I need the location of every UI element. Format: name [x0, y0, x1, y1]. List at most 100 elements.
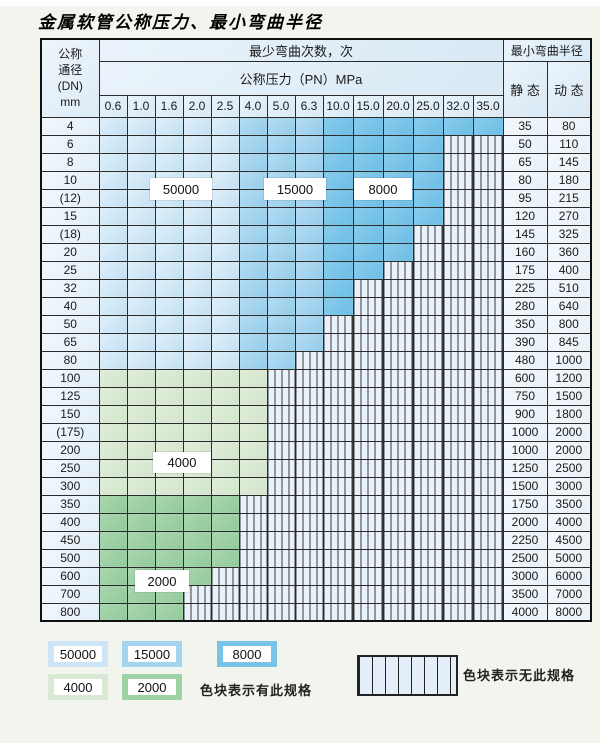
spec-cell-unavailable — [352, 584, 384, 604]
spec-cell-available — [98, 422, 128, 442]
spec-cell-unavailable — [382, 314, 414, 334]
spec-cell-unavailable — [472, 512, 504, 532]
spec-cell-available — [294, 260, 324, 280]
dn-label: 200 — [40, 440, 100, 460]
dynamic-radius-value: 400 — [546, 260, 592, 280]
spec-cell-available — [210, 440, 240, 460]
spec-cell-available — [126, 206, 156, 226]
spec-cell-available — [322, 278, 354, 298]
cycles-label-15000: 15000 — [264, 178, 326, 200]
pressure-col-25.0: 25.0 — [412, 94, 444, 118]
spec-cell-available — [182, 206, 212, 226]
dynamic-radius-value: 6000 — [546, 566, 592, 586]
spec-cell-available — [412, 116, 444, 136]
spec-cell-unavailable — [294, 422, 324, 442]
spec-cell-available — [238, 332, 268, 352]
spec-cell-available — [238, 116, 268, 136]
spec-cell-available — [352, 206, 384, 226]
spec-cell-unavailable — [210, 584, 240, 604]
table-row-dn-15: 15 120 270 — [40, 206, 592, 226]
spec-cell-available — [154, 476, 184, 496]
spec-cell-unavailable — [238, 494, 268, 514]
dn-label: 25 — [40, 260, 100, 280]
spec-cell-available — [238, 170, 268, 190]
spec-cell-available — [126, 404, 156, 424]
spec-cell-unavailable — [182, 584, 212, 604]
legend-has-spec-text: 色块表示有此规格 — [200, 683, 313, 698]
spec-cell-unavailable — [266, 476, 296, 496]
spec-cell-available — [182, 404, 212, 424]
spec-cell-available — [126, 602, 156, 622]
spec-cell-unavailable — [442, 494, 474, 514]
spec-cell-unavailable — [442, 224, 474, 244]
legend-swatch-15000: 15000 — [122, 641, 182, 667]
spec-cell-unavailable — [472, 188, 504, 208]
static-radius-value: 3500 — [502, 584, 548, 604]
spec-cell-available — [266, 242, 296, 262]
spec-cell-available — [182, 512, 212, 532]
spec-cell-available — [294, 296, 324, 316]
spec-cell-available — [210, 116, 240, 136]
legend-swatch-15000-label: 15000 — [128, 646, 176, 662]
spec-cell-unavailable — [266, 368, 296, 388]
pressure-col-4.0: 4.0 — [238, 94, 268, 118]
spec-cell-available — [382, 116, 414, 136]
spec-cell-available — [238, 242, 268, 262]
spec-cell-unavailable — [472, 296, 504, 316]
spec-cell-available — [154, 512, 184, 532]
spec-cell-available — [294, 134, 324, 154]
spec-cell-unavailable — [412, 278, 444, 298]
spec-cell-available — [154, 530, 184, 550]
spec-cell-unavailable — [412, 350, 444, 370]
spec-cell-unavailable — [382, 386, 414, 406]
static-radius-value: 600 — [502, 368, 548, 388]
spec-cell-available — [182, 332, 212, 352]
spec-cell-unavailable — [382, 422, 414, 442]
spec-cell-available — [210, 278, 240, 298]
spec-cell-unavailable — [472, 134, 504, 154]
spec-cell-unavailable — [352, 530, 384, 550]
spec-cell-available — [98, 350, 128, 370]
spec-cell-unavailable — [322, 422, 354, 442]
top-white-strip — [0, 0, 600, 6]
spec-cell-unavailable — [382, 440, 414, 460]
spec-cell-available — [126, 458, 156, 478]
spec-cell-available — [154, 242, 184, 262]
spec-cell-unavailable — [472, 476, 504, 496]
spec-cell-available — [238, 440, 268, 460]
spec-cell-available — [182, 350, 212, 370]
spec-cell-unavailable — [382, 404, 414, 424]
dn-label: 20 — [40, 242, 100, 262]
spec-cell-available — [238, 296, 268, 316]
spec-cell-unavailable — [472, 224, 504, 244]
spec-cell-available — [210, 368, 240, 388]
pressure-col-0.6: 0.6 — [98, 94, 128, 118]
spec-cell-unavailable — [352, 422, 384, 442]
spec-cell-available — [210, 224, 240, 244]
spec-cell-unavailable — [412, 530, 444, 550]
spec-cell-unavailable — [412, 314, 444, 334]
dn-label: 15 — [40, 206, 100, 226]
static-radius-value: 65 — [502, 152, 548, 172]
table-row-dn-700: 700 3500 7000 — [40, 584, 592, 604]
spec-cell-unavailable — [442, 170, 474, 190]
spec-cell-unavailable — [266, 566, 296, 586]
spec-cell-available — [210, 314, 240, 334]
spec-cell-unavailable — [442, 152, 474, 172]
static-radius-value: 2500 — [502, 548, 548, 568]
spec-cell-unavailable — [266, 422, 296, 442]
spec-cell-unavailable — [412, 386, 444, 406]
spec-cell-available — [238, 152, 268, 172]
dn-label: 300 — [40, 476, 100, 496]
spec-cell-unavailable — [294, 494, 324, 514]
spec-cell-unavailable — [382, 548, 414, 568]
spec-cell-unavailable — [382, 494, 414, 514]
static-radius-value: 1500 — [502, 476, 548, 496]
spec-cell-unavailable — [322, 386, 354, 406]
static-radius-value: 1000 — [502, 440, 548, 460]
spec-cell-available — [210, 260, 240, 280]
spec-cell-available — [154, 152, 184, 172]
table-row-dn-350: 350 1750 3500 — [40, 494, 592, 514]
spec-cell-unavailable — [322, 566, 354, 586]
spec-cell-unavailable — [238, 530, 268, 550]
